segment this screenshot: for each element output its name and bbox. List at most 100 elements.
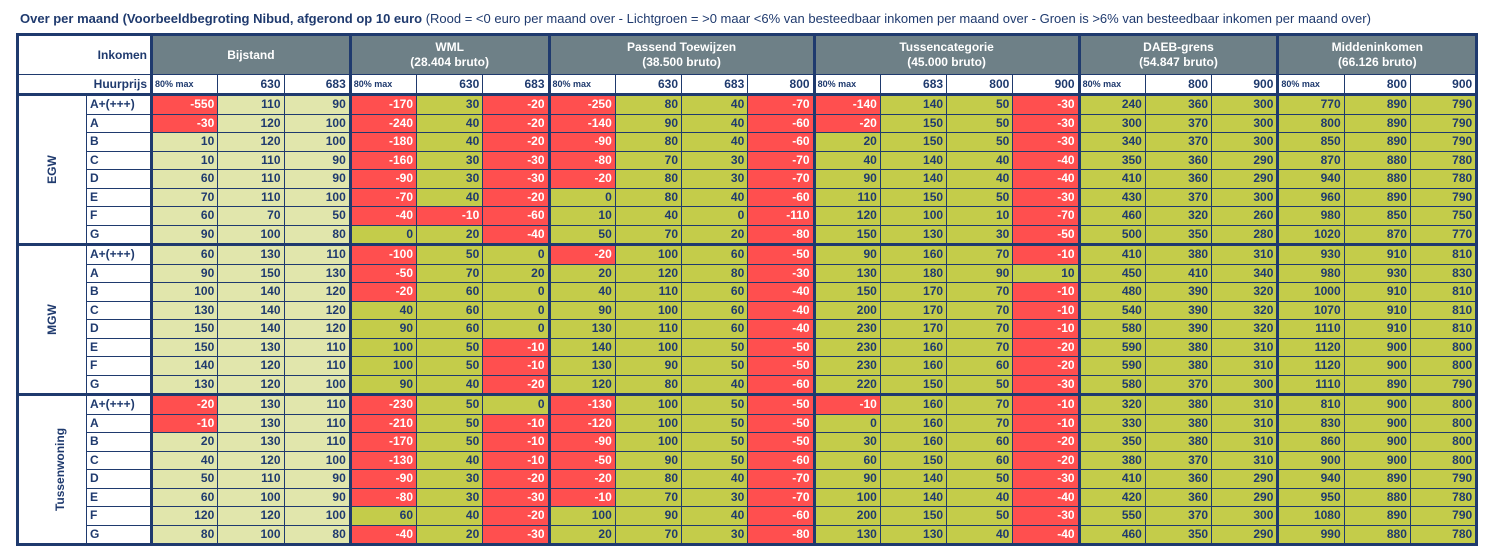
value-cell: 0 bbox=[681, 206, 749, 226]
value-cell: 50 bbox=[946, 187, 1014, 207]
rent-price-header: 630 bbox=[415, 74, 484, 95]
value-cell: 60 bbox=[946, 450, 1014, 470]
table-row: E 150 130 110 100 50 -10 140 100 50 -50 230 160 70 -20… bbox=[18, 337, 1478, 357]
value-cell: 110 bbox=[283, 413, 351, 433]
value-cell: 890 bbox=[1343, 374, 1411, 395]
value-cell: 130 bbox=[217, 393, 285, 415]
table-row: G 90 100 80 0 20 -40 50 70 20 -80 150 130 30 -50 500 350… bbox=[18, 224, 1478, 245]
value-cell: 120 bbox=[614, 263, 683, 283]
value-cell: 40 bbox=[946, 169, 1014, 189]
value-cell: -230 bbox=[348, 393, 418, 415]
value-cell: 30 bbox=[415, 169, 484, 189]
value-cell: -10 bbox=[149, 413, 219, 433]
value-cell: -90 bbox=[547, 432, 616, 452]
value-cell: -60 bbox=[747, 187, 815, 207]
income-group-bruto: (28.404 bruto) bbox=[410, 55, 489, 69]
value-cell: 800 bbox=[1409, 413, 1478, 433]
value-cell: 100 bbox=[614, 393, 683, 415]
rent-price-header: 630 bbox=[614, 74, 683, 95]
value-cell: 140 bbox=[217, 300, 285, 320]
value-cell: -50 bbox=[1012, 224, 1080, 245]
value-cell: 360 bbox=[1144, 169, 1213, 189]
value-cell: 800 bbox=[1409, 393, 1478, 415]
value-cell: 40 bbox=[681, 93, 749, 115]
value-cell: -30 bbox=[149, 113, 219, 133]
value-cell: 100 bbox=[614, 243, 683, 265]
value-cell: 910 bbox=[1343, 243, 1411, 265]
value-cell: 40 bbox=[614, 206, 683, 226]
value-cell: 90 bbox=[348, 374, 418, 395]
value-cell: -70 bbox=[1012, 206, 1080, 226]
value-cell: 390 bbox=[1144, 300, 1213, 320]
value-cell: 10 bbox=[946, 206, 1014, 226]
value-cell: 50 bbox=[283, 206, 351, 226]
value-cell: 350 bbox=[1077, 150, 1146, 170]
value-cell: 150 bbox=[149, 337, 219, 357]
value-cell: -20 bbox=[1012, 356, 1080, 376]
table-row: F 60 70 50 -40 -10 -60 10 40 0 -110 120 100 10 -70 460 3… bbox=[18, 206, 1478, 226]
value-cell: -30 bbox=[1012, 113, 1080, 133]
value-cell: 1000 bbox=[1276, 282, 1345, 302]
value-cell: -180 bbox=[348, 132, 418, 152]
value-cell: -30 bbox=[482, 524, 550, 545]
energy-label: F bbox=[86, 506, 152, 526]
value-cell: 320 bbox=[1144, 206, 1213, 226]
value-cell: 160 bbox=[879, 413, 948, 433]
value-cell: 890 bbox=[1343, 469, 1411, 489]
value-cell: 810 bbox=[1276, 393, 1345, 415]
value-cell: 280 bbox=[1211, 224, 1279, 245]
value-cell: 170 bbox=[879, 319, 948, 339]
value-cell: 140 bbox=[149, 356, 219, 376]
table-row: B 10 120 100 -180 40 -20 -90 80 40 -60 20 150 50 -30 34… bbox=[18, 132, 1478, 152]
value-cell: -240 bbox=[348, 113, 418, 133]
value-cell: 370 bbox=[1144, 450, 1213, 470]
value-cell: 120 bbox=[217, 132, 285, 152]
value-cell: 870 bbox=[1343, 224, 1411, 245]
value-cell: 80 bbox=[614, 93, 683, 115]
value-cell: 70 bbox=[149, 187, 219, 207]
value-cell: 390 bbox=[1144, 282, 1213, 302]
value-cell: 40 bbox=[812, 150, 881, 170]
value-cell: 170 bbox=[879, 282, 948, 302]
energy-label: A+(+++) bbox=[86, 393, 152, 415]
value-cell: 0 bbox=[348, 224, 418, 245]
rent-price-header: 80% max bbox=[149, 74, 219, 95]
value-cell: 310 bbox=[1211, 450, 1279, 470]
value-cell: -20 bbox=[482, 113, 550, 133]
value-cell: 100 bbox=[283, 374, 351, 395]
value-cell: 290 bbox=[1211, 169, 1279, 189]
value-cell: 810 bbox=[1409, 319, 1478, 339]
value-cell: 310 bbox=[1211, 243, 1279, 265]
value-cell: 90 bbox=[149, 263, 219, 283]
income-group-header: Middeninkomen (66.126 bruto) bbox=[1276, 34, 1478, 75]
value-cell: 410 bbox=[1077, 243, 1146, 265]
value-cell: 290 bbox=[1211, 150, 1279, 170]
value-cell: 340 bbox=[1211, 263, 1279, 283]
page-title: Over per maand (Voorbeeldbegroting Nibud… bbox=[20, 11, 1371, 26]
value-cell: 70 bbox=[217, 206, 285, 226]
value-cell: 290 bbox=[1211, 469, 1279, 489]
value-cell: -30 bbox=[482, 169, 550, 189]
value-cell: 910 bbox=[1343, 319, 1411, 339]
value-cell: 50 bbox=[415, 337, 484, 357]
value-cell: 80 bbox=[149, 524, 219, 545]
value-cell: -10 bbox=[1012, 393, 1080, 415]
value-cell: -30 bbox=[1012, 132, 1080, 152]
value-cell: 0 bbox=[482, 300, 550, 320]
value-cell: 100 bbox=[614, 432, 683, 452]
income-group-bruto: (54.847 bruto) bbox=[1139, 55, 1218, 69]
value-cell: -30 bbox=[1012, 506, 1080, 526]
value-cell: 60 bbox=[415, 300, 484, 320]
value-cell: 110 bbox=[217, 93, 285, 115]
value-cell: 1020 bbox=[1276, 224, 1345, 245]
value-cell: -90 bbox=[348, 469, 418, 489]
value-cell: 60 bbox=[149, 487, 219, 507]
value-cell: 890 bbox=[1343, 506, 1411, 526]
value-cell: 590 bbox=[1077, 337, 1146, 357]
value-cell: 370 bbox=[1144, 132, 1213, 152]
value-cell: -550 bbox=[149, 93, 219, 115]
housing-type-name: EGW bbox=[44, 155, 59, 184]
value-cell: -20 bbox=[547, 169, 616, 189]
value-cell: 30 bbox=[681, 169, 749, 189]
value-cell: 150 bbox=[812, 282, 881, 302]
